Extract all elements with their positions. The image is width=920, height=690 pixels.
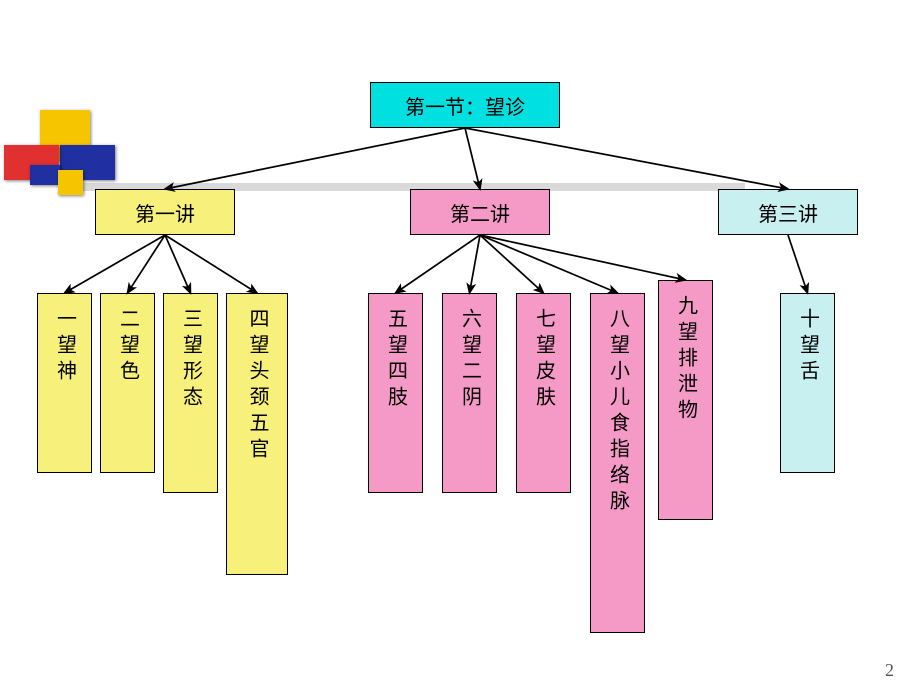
- leaf-4: 四望头颈五官: [226, 293, 288, 575]
- leaf-4-label: 四望头颈五官: [247, 308, 267, 464]
- leaf-6: 六望二阴: [442, 293, 497, 493]
- leaf-1-label: 一望神: [55, 308, 75, 386]
- page-number: 2: [885, 660, 894, 681]
- lecture-2: 第二讲: [410, 189, 550, 235]
- leaf-7: 七望皮肤: [516, 293, 571, 493]
- leaf-5: 五望四肢: [368, 293, 423, 493]
- leaf-6-label: 六望二阴: [460, 308, 480, 412]
- deco-square-4: [58, 170, 83, 195]
- lecture-1-label: 第一讲: [135, 198, 195, 227]
- leaf-1: 一望神: [37, 293, 92, 473]
- deco-square-5: [30, 165, 60, 185]
- leaf-3-label: 三望形态: [181, 308, 201, 412]
- leaf-2-label: 二望色: [118, 308, 138, 386]
- lecture-3: 第三讲: [718, 189, 858, 235]
- leaf-5-label: 五望四肢: [386, 308, 406, 412]
- leaf-9-label: 九望排泄物: [676, 295, 696, 425]
- root-node: 第一节：望诊: [370, 82, 560, 128]
- lecture-3-label: 第三讲: [758, 198, 818, 227]
- leaf-9: 九望排泄物: [658, 280, 713, 520]
- leaf-10-label: 十望舌: [798, 308, 818, 386]
- leaf-2: 二望色: [100, 293, 155, 473]
- leaf-8: 八望小儿食指络脉: [590, 293, 645, 633]
- leaf-10: 十望舌: [780, 293, 835, 473]
- root-label: 第一节：望诊: [405, 91, 525, 120]
- leaf-3: 三望形态: [163, 293, 218, 493]
- leaf-7-label: 七望皮肤: [534, 308, 554, 412]
- lecture-1: 第一讲: [95, 189, 235, 235]
- leaf-8-label: 八望小儿食指络脉: [608, 308, 628, 516]
- lecture-2-label: 第二讲: [450, 198, 510, 227]
